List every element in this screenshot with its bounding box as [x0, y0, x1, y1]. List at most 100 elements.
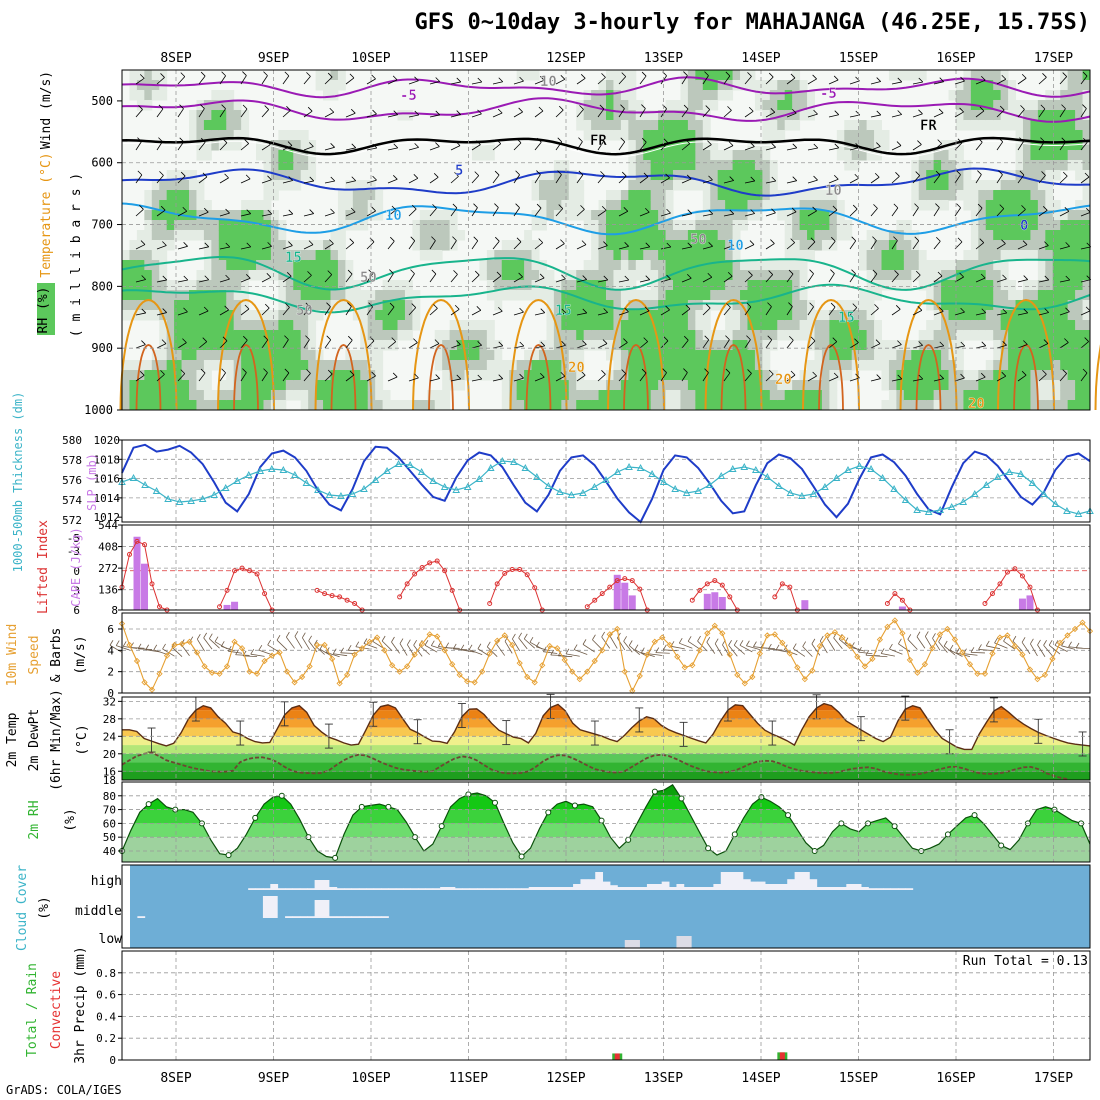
- wind-barb-flag: [267, 175, 272, 181]
- rh-cell: [1015, 290, 1024, 301]
- wind-speed-marker: [674, 653, 681, 660]
- rh2m-panel: [119, 782, 1091, 862]
- rh-cell: [792, 310, 801, 321]
- rh-cell: [516, 280, 525, 291]
- wind-barb-flag: [872, 236, 877, 241]
- wind-barb-flag: [1042, 369, 1047, 375]
- wind-barb: [471, 207, 478, 217]
- wind-barb-flag: [391, 205, 397, 211]
- thickness-marker: [187, 496, 195, 504]
- rh-cell: [948, 90, 957, 101]
- rh-cell: [606, 110, 614, 121]
- rh-cell: [874, 150, 883, 161]
- wind-barb-flag: [1084, 172, 1090, 178]
- rh-cell: [1008, 180, 1017, 191]
- rh-cell: [538, 270, 547, 281]
- rh-cell: [769, 200, 778, 211]
- lifted-index-marker: [884, 600, 890, 606]
- rh-cell: [769, 390, 778, 401]
- rh-cell: [501, 370, 510, 381]
- rh-cell: [553, 400, 562, 411]
- rh-cell: [606, 260, 614, 271]
- rh-cell: [680, 140, 689, 151]
- wind-barb-flag: [202, 337, 208, 342]
- wind-barb: [303, 76, 311, 85]
- wind-barb: [408, 208, 417, 217]
- wind-barb-flag: [519, 307, 524, 313]
- rh-cell: [1022, 240, 1031, 251]
- rh-cell: [643, 240, 652, 251]
- wind-barb: [460, 649, 475, 653]
- rh-cell: [650, 390, 659, 401]
- rh-cell: [308, 160, 317, 171]
- rh-cell: [926, 290, 935, 301]
- slp-tick-label: 1018: [94, 453, 121, 466]
- rh-cell: [710, 230, 719, 241]
- rh-cell: [710, 360, 719, 371]
- contour-20: [314, 298, 373, 411]
- rh-cell: [434, 400, 443, 411]
- cape-bar: [1026, 595, 1034, 610]
- rh-cell: [635, 300, 644, 311]
- rh-cell: [635, 150, 644, 161]
- wind-barb-flag: [242, 368, 247, 373]
- rh-cell: [866, 250, 875, 261]
- wind-barb-flag: [139, 205, 144, 210]
- wind-barb-flag: [267, 242, 272, 247]
- wind-barb: [219, 340, 228, 349]
- rh-cell: [851, 320, 860, 331]
- rh-cell: [203, 390, 212, 401]
- rh-cell: [1022, 180, 1031, 191]
- rh-cell: [754, 330, 763, 341]
- rh-cell: [181, 300, 190, 311]
- rh-cell: [941, 150, 950, 161]
- rh-cell: [345, 190, 354, 201]
- rh-cell: [360, 350, 369, 361]
- wind-speed-marker: [1019, 651, 1026, 658]
- rh-cell: [189, 300, 197, 311]
- wind-barb-flag: [915, 270, 921, 276]
- rh-cell: [613, 70, 622, 81]
- rh-cell: [382, 290, 391, 301]
- wind-barb: [1038, 245, 1049, 250]
- thickness-marker: [394, 459, 403, 467]
- cloud-high-bar: [691, 887, 700, 890]
- wind-barb-flag: [183, 242, 188, 247]
- rh-cell: [970, 230, 979, 241]
- rh-cell: [784, 380, 793, 391]
- wind-barb: [366, 179, 377, 184]
- wind-barb: [702, 372, 709, 382]
- wind-barb-flag: [139, 74, 145, 79]
- wind-barb: [555, 208, 564, 217]
- rh-cell: [829, 240, 838, 251]
- wind-barb-flag: [560, 371, 566, 377]
- rh-cell: [226, 130, 235, 141]
- rh-cell: [129, 280, 138, 291]
- wind-barb-flag: [960, 307, 965, 313]
- rh-cell: [390, 400, 399, 411]
- rh-marker: [998, 842, 1005, 849]
- thickness-marker: [256, 466, 265, 474]
- rh-cell: [866, 320, 875, 331]
- rh-cell: [241, 360, 250, 371]
- wind-barb-flag: [578, 170, 584, 176]
- wind-barb: [294, 636, 303, 649]
- wind-barb-flag: [246, 274, 251, 279]
- wind-barb: [943, 645, 956, 656]
- rh-cell: [278, 350, 287, 361]
- rh-cell: [799, 100, 808, 111]
- rh-cell: [345, 390, 354, 401]
- wind-barb: [807, 306, 814, 316]
- rh-cell: [635, 240, 644, 251]
- rh-cell: [516, 260, 525, 271]
- rh-cell: [285, 320, 294, 331]
- wind-barb-flag: [834, 143, 840, 149]
- wind-barb: [471, 344, 482, 349]
- thickness-marker: [233, 476, 242, 484]
- rh-cell: [762, 340, 771, 351]
- rh-cell: [218, 140, 227, 151]
- cloud-high-bar: [440, 887, 448, 890]
- rh-cell: [1037, 380, 1046, 391]
- cloud-high-bar: [536, 887, 544, 890]
- cloud-high-bar: [779, 884, 788, 890]
